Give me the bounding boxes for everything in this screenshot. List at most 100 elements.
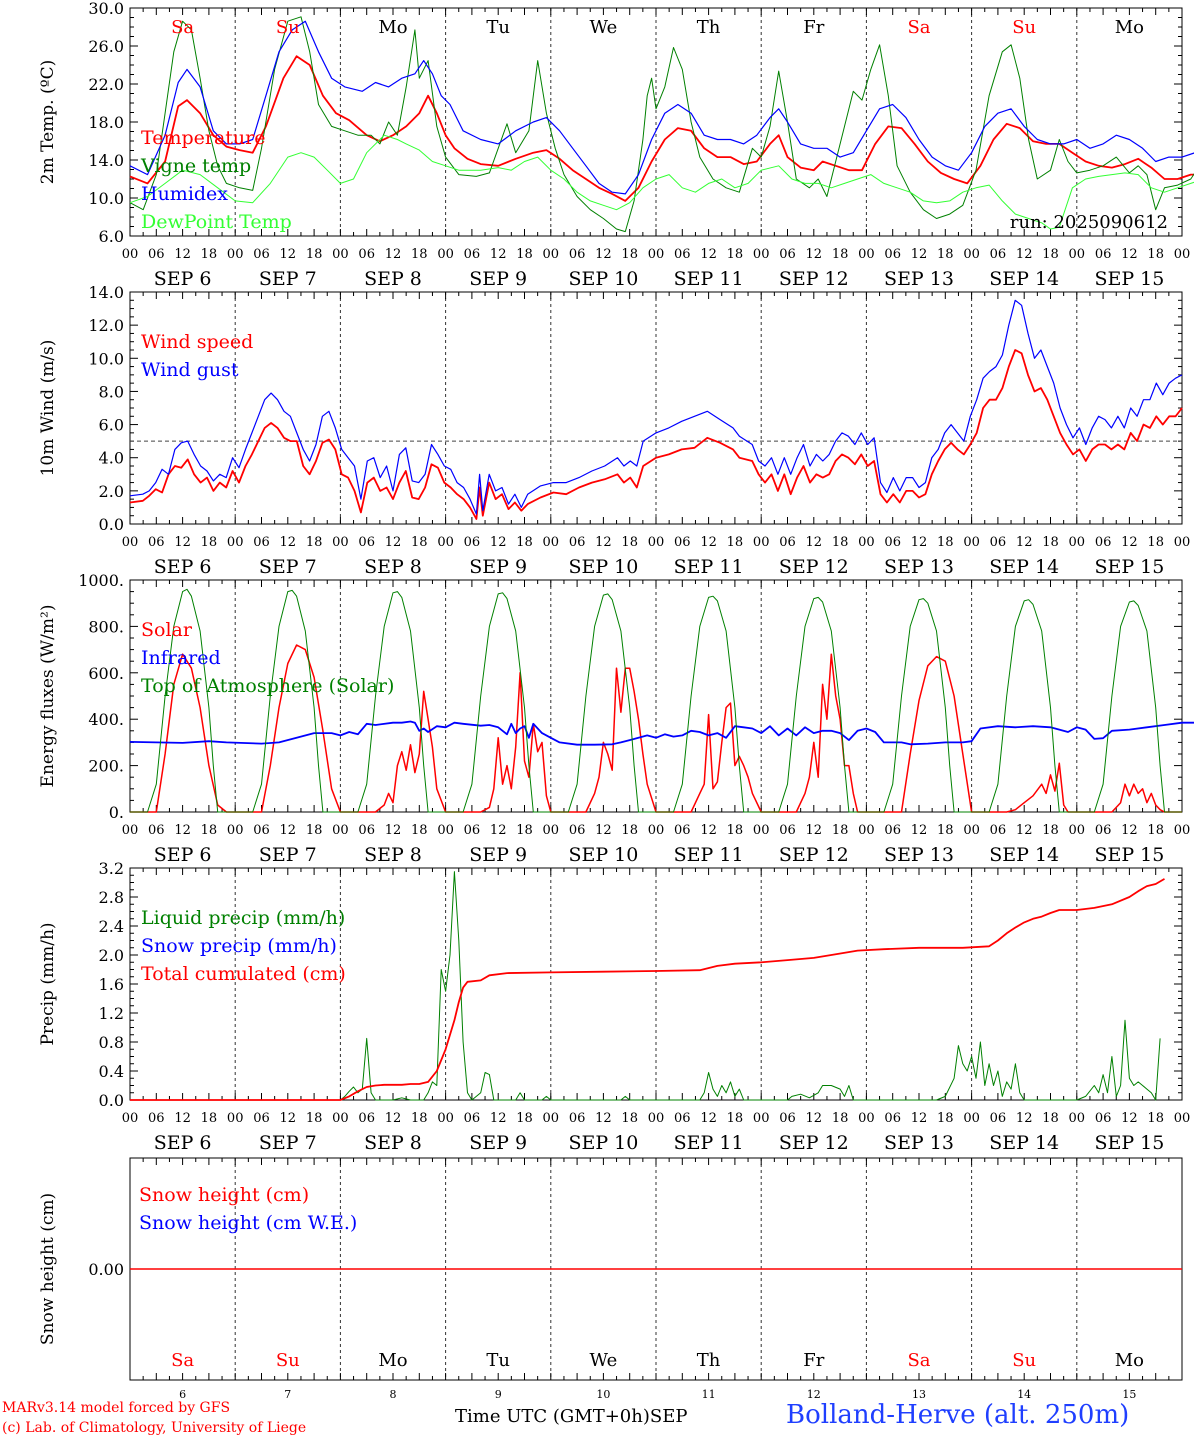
hour-tick-label: 06 xyxy=(674,247,691,262)
hour-tick-label: 12 xyxy=(911,247,928,262)
hour-tick-label: 00 xyxy=(858,247,875,262)
hour-tick-label: 12 xyxy=(174,823,191,838)
y-tick-label: 0.4 xyxy=(99,1062,124,1081)
y-tick-label: 22.0 xyxy=(88,75,124,94)
legend-entry: Humidex xyxy=(141,183,228,205)
y-tick-label: 30.0 xyxy=(88,0,124,18)
hour-tick-label: 12 xyxy=(1121,535,1138,550)
hour-tick-label: 00 xyxy=(227,535,244,550)
hour-tick-label: 00 xyxy=(437,1111,454,1126)
panel-snow: 0.00 Snow height (cm) Snow height (cm) Snow… xyxy=(38,1157,1183,1401)
hour-tick-label: 06 xyxy=(148,1111,165,1126)
date-label: SEP 14 xyxy=(989,844,1059,866)
hour-tick-label: 06 xyxy=(253,535,270,550)
day-number-label: 10 xyxy=(596,1388,610,1401)
day-of-week-label: Mo xyxy=(1115,1350,1144,1371)
series-line-vigne-temp xyxy=(129,16,1194,233)
hour-tick-label: 12 xyxy=(174,1111,191,1126)
y-tick-label: 0.8 xyxy=(99,1033,124,1052)
date-label: SEP 9 xyxy=(469,1132,527,1154)
hour-tick-label: 00 xyxy=(332,823,349,838)
day-of-week-label: We xyxy=(590,1350,618,1371)
hour-tick-label: 00 xyxy=(122,535,139,550)
day-of-week-label: Fr xyxy=(803,17,824,38)
hour-tick-label: 06 xyxy=(779,535,796,550)
hour-tick-label: 18 xyxy=(306,1111,323,1126)
hour-tick-label: 00 xyxy=(543,823,560,838)
date-label: SEP 14 xyxy=(989,556,1059,578)
y-tick-label: 14.0 xyxy=(88,283,124,302)
hour-tick-label: 12 xyxy=(1121,823,1138,838)
date-label: SEP 14 xyxy=(989,1132,1059,1154)
hour-tick-label: 06 xyxy=(148,823,165,838)
hour-tick-label: 06 xyxy=(884,535,901,550)
date-label: SEP 7 xyxy=(259,1132,317,1154)
hour-tick-label: 18 xyxy=(411,1111,428,1126)
hour-tick-label: 18 xyxy=(1147,535,1164,550)
series-line-total-cumulated-cm- xyxy=(130,878,1165,1101)
date-label: SEP 12 xyxy=(779,1132,849,1154)
hour-tick-label: 12 xyxy=(806,535,823,550)
date-label: SEP 8 xyxy=(364,844,422,866)
run-annotation: run: 2025090612 xyxy=(1010,212,1168,233)
legend-entry: Liquid precip (mm/h) xyxy=(141,907,345,929)
hour-tick-label: 18 xyxy=(306,247,323,262)
hour-tick-label: 06 xyxy=(358,535,375,550)
hour-tick-label: 06 xyxy=(779,1111,796,1126)
hour-tick-label: 06 xyxy=(569,1111,586,1126)
y-tick-label: 200. xyxy=(88,757,124,776)
hour-tick-label: 00 xyxy=(1069,823,1086,838)
x-axis-title: Time UTC (GMT+0h)SEP xyxy=(455,1406,687,1427)
hour-tick-label: 00 xyxy=(963,823,980,838)
hour-tick-label: 18 xyxy=(937,247,954,262)
hour-tick-label: 18 xyxy=(937,535,954,550)
day-number-label: 9 xyxy=(495,1388,502,1401)
day-of-week-label: Tu xyxy=(486,1350,510,1371)
hour-tick-label: 18 xyxy=(937,823,954,838)
day-of-week-label: Tu xyxy=(486,17,510,38)
series-line-dewpoint-temp xyxy=(129,134,1194,230)
hour-tick-label: 18 xyxy=(727,823,744,838)
hour-tick-label: 00 xyxy=(332,535,349,550)
y-tick-label: 1.6 xyxy=(99,975,124,994)
hour-tick-label: 18 xyxy=(1042,1111,1059,1126)
day-of-week-label: Su xyxy=(1012,1350,1036,1371)
hour-tick-label: 00 xyxy=(858,535,875,550)
y-tick-label: 400. xyxy=(88,710,124,729)
day-number-label: 6 xyxy=(179,1388,186,1401)
y-tick-label: 800. xyxy=(88,617,124,636)
hour-tick-label: 06 xyxy=(990,823,1007,838)
hour-tick-label: 12 xyxy=(490,823,507,838)
hour-tick-label: 06 xyxy=(464,1111,481,1126)
date-label: SEP 10 xyxy=(568,556,638,578)
hour-tick-label: 00 xyxy=(437,535,454,550)
y-tick-label: 6.0 xyxy=(99,227,124,246)
y-tick-label: 2.4 xyxy=(99,917,124,936)
date-label: SEP 6 xyxy=(154,844,212,866)
hour-tick-label: 12 xyxy=(490,535,507,550)
hour-tick-label: 12 xyxy=(700,1111,717,1126)
hour-tick-label: 06 xyxy=(148,535,165,550)
hour-tick-label: 18 xyxy=(516,1111,533,1126)
hour-tick-label: 18 xyxy=(832,247,849,262)
hour-tick-label: 06 xyxy=(674,823,691,838)
hour-tick-label: 18 xyxy=(201,823,218,838)
hour-tick-label: 12 xyxy=(385,247,402,262)
date-label: SEP 13 xyxy=(884,268,954,290)
legend-entry: Infrared xyxy=(141,647,221,669)
hour-tick-label: 00 xyxy=(648,535,665,550)
day-number-label: 14 xyxy=(1017,1388,1031,1401)
day-of-week-label: Th xyxy=(697,17,721,38)
hour-tick-label: 06 xyxy=(569,823,586,838)
hour-tick-label: 12 xyxy=(700,823,717,838)
hour-tick-label: 12 xyxy=(1121,1111,1138,1126)
hour-tick-label: 06 xyxy=(253,1111,270,1126)
hour-tick-label: 18 xyxy=(621,1111,638,1126)
date-label: SEP 15 xyxy=(1094,844,1164,866)
hour-tick-label: 12 xyxy=(490,247,507,262)
series-line-temperature xyxy=(129,55,1194,202)
hour-tick-label: 18 xyxy=(201,535,218,550)
hour-tick-label: 12 xyxy=(806,1111,823,1126)
y-tick-label: 14.0 xyxy=(88,151,124,170)
